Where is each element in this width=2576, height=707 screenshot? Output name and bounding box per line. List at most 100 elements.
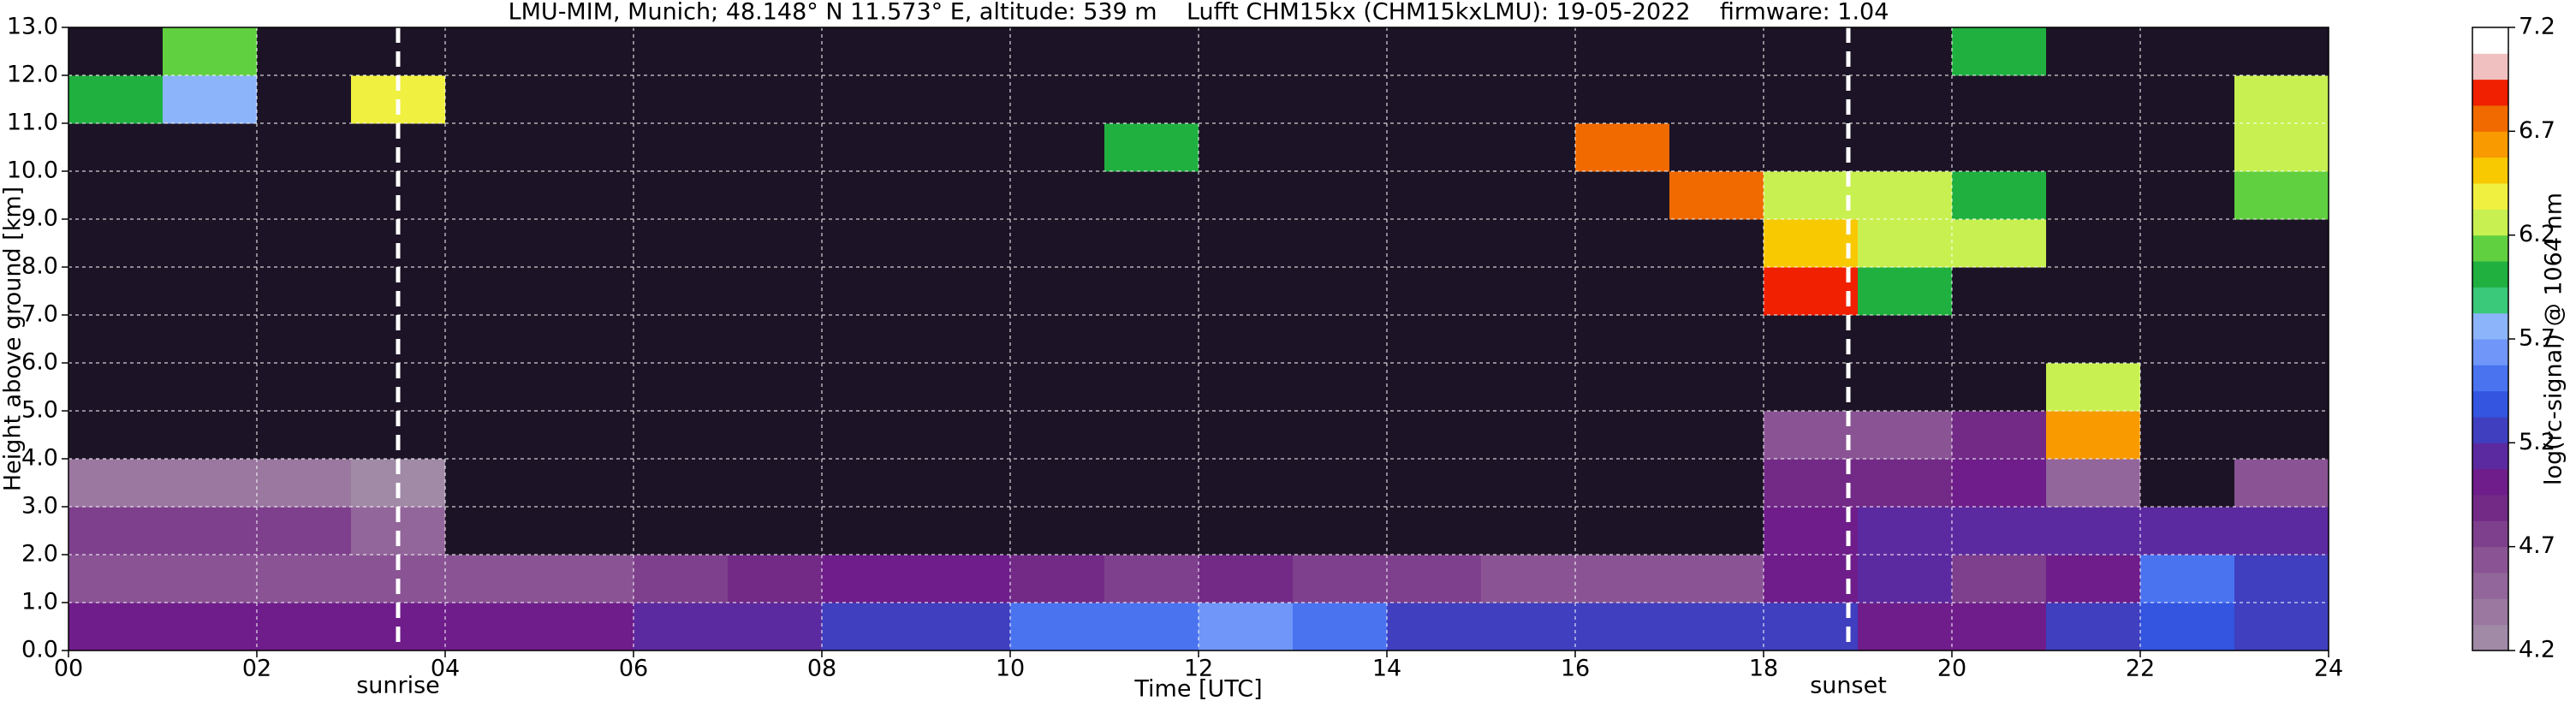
colorbar-swatch xyxy=(2472,27,2508,54)
heat-cell xyxy=(634,507,729,556)
heat-cell xyxy=(1387,315,1482,364)
heat-cell xyxy=(1764,27,1859,76)
heat-cell xyxy=(1481,27,1576,76)
heat-cell xyxy=(1293,171,1388,220)
heat-cell xyxy=(445,459,540,508)
y-tick-label: 6.0 xyxy=(21,349,58,376)
heat-cell xyxy=(163,219,258,268)
heat-cell xyxy=(1104,27,1199,76)
heat-cell xyxy=(68,315,164,364)
heat-cell xyxy=(1764,411,1859,460)
heat-cell xyxy=(1952,27,2047,76)
heat-cell xyxy=(445,363,540,412)
heat-cell xyxy=(257,603,352,651)
heat-cell xyxy=(445,411,540,460)
heat-cell xyxy=(1952,267,2047,316)
heat-cell xyxy=(1387,363,1482,412)
heat-cell xyxy=(1764,315,1859,364)
heat-cell xyxy=(2140,75,2235,124)
y-tick-label: 7.0 xyxy=(21,301,58,328)
heat-cell xyxy=(634,171,729,220)
heat-cell xyxy=(634,219,729,268)
heat-cell xyxy=(1669,507,1764,556)
heat-cell xyxy=(1293,411,1388,460)
heat-cell xyxy=(257,315,352,364)
x-tick-label: 10 xyxy=(996,656,1025,682)
heat-cell xyxy=(68,219,164,268)
heat-cell xyxy=(728,363,823,412)
heat-cell xyxy=(1952,603,2047,651)
colorbar-swatch xyxy=(2472,390,2508,418)
heat-cell xyxy=(916,171,1011,220)
heat-cell xyxy=(2234,603,2329,651)
heat-cell xyxy=(1481,363,1576,412)
heat-cell xyxy=(1104,315,1199,364)
heat-cell xyxy=(1575,267,1670,316)
heat-cell xyxy=(1952,411,2047,460)
y-tick-label: 9.0 xyxy=(21,205,58,232)
heat-cell xyxy=(1104,603,1199,651)
heat-cell xyxy=(68,411,164,460)
heat-cell xyxy=(445,171,540,220)
heat-cell xyxy=(445,315,540,364)
heat-cell xyxy=(539,267,634,316)
heat-cell xyxy=(634,603,729,651)
heat-cell xyxy=(1104,267,1199,316)
heat-cell xyxy=(1858,459,1953,508)
heat-cell xyxy=(1764,555,1859,603)
heat-cell xyxy=(1010,219,1105,268)
x-tick-label: 14 xyxy=(1372,656,1401,682)
heat-cell xyxy=(1199,603,1294,651)
x-tick-label: 02 xyxy=(242,656,271,682)
colorbar-tick-label: 5.2 xyxy=(2519,429,2555,455)
heat-cell xyxy=(1858,171,1953,220)
heat-cell xyxy=(2046,219,2141,268)
heat-cell xyxy=(1575,171,1670,220)
heat-cell xyxy=(916,459,1011,508)
heat-cell xyxy=(1293,75,1388,124)
heat-cell xyxy=(1387,507,1482,556)
heat-cell xyxy=(445,219,540,268)
heat-cell xyxy=(2046,507,2141,556)
heat-cell xyxy=(728,123,823,172)
heat-cell xyxy=(634,315,729,364)
heat-cell xyxy=(1481,75,1576,124)
heat-cell xyxy=(257,267,352,316)
heat-cell xyxy=(916,219,1011,268)
heat-cell xyxy=(2234,363,2329,412)
colorbar-swatch xyxy=(2472,261,2508,288)
heat-cell xyxy=(2234,267,2329,316)
plot-frame xyxy=(68,27,2329,651)
heat-cell xyxy=(539,555,634,603)
heat-cell xyxy=(1764,603,1859,651)
heat-cell xyxy=(539,75,634,124)
heat-cell xyxy=(1010,603,1105,651)
heat-cell xyxy=(2140,267,2235,316)
heat-cell xyxy=(1764,459,1859,508)
heat-cell xyxy=(1387,123,1482,172)
heat-cell xyxy=(2140,411,2235,460)
heat-cell xyxy=(1481,507,1576,556)
heat-cell xyxy=(822,603,917,651)
heat-cell xyxy=(1387,75,1482,124)
heat-cell xyxy=(1952,219,2047,268)
heat-cell xyxy=(163,507,258,556)
heat-cell xyxy=(916,555,1011,603)
heat-cell xyxy=(1858,363,1953,412)
heat-cell xyxy=(2140,507,2235,556)
heat-cell xyxy=(1858,603,1953,651)
heat-cell xyxy=(1669,27,1764,76)
heat-cell xyxy=(445,75,540,124)
heat-cell xyxy=(1010,267,1105,316)
heat-cell xyxy=(163,171,258,220)
heat-cell xyxy=(1481,603,1576,651)
heat-cell xyxy=(2140,603,2235,651)
heat-cell xyxy=(634,123,729,172)
heat-cell xyxy=(1010,27,1105,76)
heat-cell xyxy=(2140,363,2235,412)
colorbar-swatch xyxy=(2472,105,2508,132)
heat-cell xyxy=(1952,123,2047,172)
heat-cell xyxy=(539,123,634,172)
heat-cell xyxy=(2234,411,2329,460)
heat-cell xyxy=(2234,219,2329,268)
